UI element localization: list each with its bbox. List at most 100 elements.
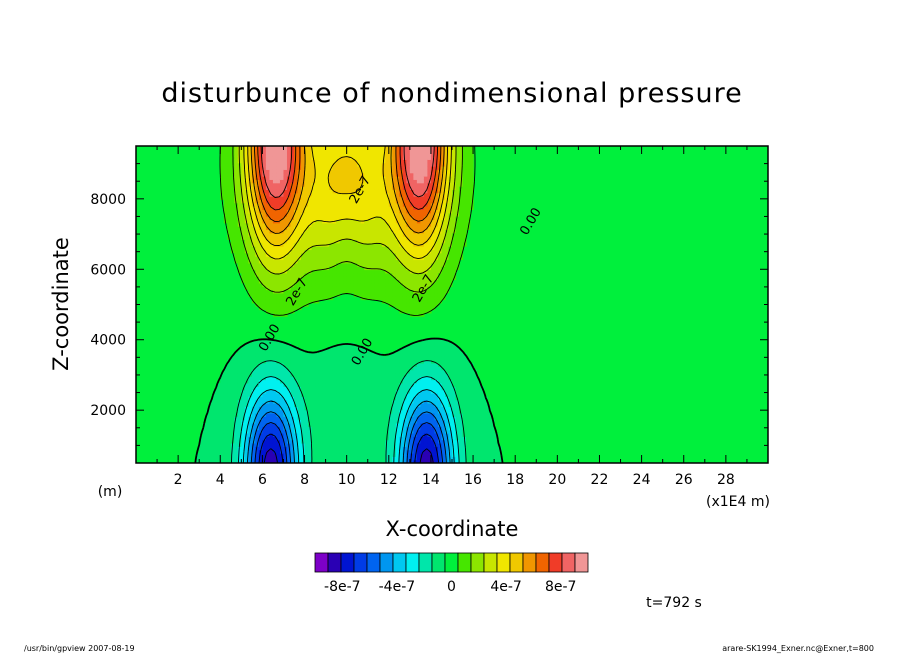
field-cell [416,206,421,210]
field-cell [301,146,306,150]
field-cell [381,409,386,414]
field-cell [290,236,295,241]
field-cell [392,222,397,227]
field-cell [371,432,376,437]
field-cell [430,236,436,241]
field-cell [283,282,288,287]
field-cell [385,386,390,391]
field-cell [294,162,299,167]
field-cell [262,432,267,437]
field-cell [336,286,341,291]
field-cell [329,349,334,354]
field-cell [357,229,362,234]
field-cell [409,262,414,267]
field-cell [367,296,372,301]
field-cell [244,446,249,451]
field-cell [269,422,274,427]
field-cell [318,226,323,231]
field-cell [315,359,320,364]
field-cell [255,272,260,277]
field-cell [423,172,429,177]
field-cell [262,352,267,357]
field-cell [304,159,309,164]
field-cell [388,449,393,454]
field-cell [374,159,379,164]
field-cell [332,236,337,241]
field-cell [251,162,256,167]
field-cell [357,239,362,244]
field-cell [430,342,436,347]
field-cell [227,156,232,160]
field-cell [297,429,302,434]
field-cell [381,356,386,361]
field-cell [251,219,256,224]
field-cell [258,182,263,187]
field-cell [311,299,316,304]
field-cell [269,436,274,441]
field-cell [251,216,256,221]
field-cell [374,392,379,397]
field-cell [336,219,341,224]
field-cell [272,396,278,401]
field-cell [413,199,418,204]
field-cell [258,452,263,457]
field-cell [367,162,372,167]
field-cell [322,146,327,150]
field-cell [315,202,320,207]
field-cell [255,206,260,210]
field-cell [427,272,432,277]
field-cell [272,439,278,444]
field-cell [286,209,292,214]
field-cell [399,189,404,194]
field-cell [416,309,421,314]
field-cell [364,202,369,207]
field-cell [374,246,379,251]
field-cell [364,456,369,461]
field-cell [241,216,246,221]
field-cell [406,379,411,384]
field-cell [290,169,295,174]
field-cell [346,436,351,441]
field-cell [353,256,358,261]
field-cell [272,276,278,281]
field-cell [360,252,365,257]
field-cell [360,402,365,407]
field-cell [262,426,267,431]
field-cell [416,356,421,361]
field-cell [241,236,246,241]
field-cell [251,296,256,301]
field-cell [413,366,418,371]
field-cell [241,229,246,234]
field-cell [402,189,407,194]
field-cell [279,169,285,174]
field-cell [336,282,341,287]
field-cell [290,362,295,367]
field-cell [350,392,355,397]
field-cell [279,442,285,447]
field-cell [318,386,323,391]
field-cell [251,412,256,417]
field-cell [402,242,407,247]
field-cell [350,362,355,367]
field-cell [276,422,281,427]
field-cell [381,182,386,187]
field-cell [388,246,393,251]
field-cell [364,349,369,354]
field-cell [290,299,295,304]
field-cell [318,429,323,434]
field-cell [301,402,306,407]
field-cell [339,432,344,437]
field-cell [301,372,306,377]
field-cell [315,442,320,447]
field-cell [367,412,372,417]
field-cell [406,222,411,227]
field-cell [367,406,372,411]
field-cell [332,206,337,210]
field-cell [269,366,274,371]
field-cell [332,272,337,277]
field-cell [385,206,390,210]
field-cell [325,209,330,214]
field-cell [367,429,372,434]
field-cell [420,229,425,234]
field-cell [304,209,309,214]
